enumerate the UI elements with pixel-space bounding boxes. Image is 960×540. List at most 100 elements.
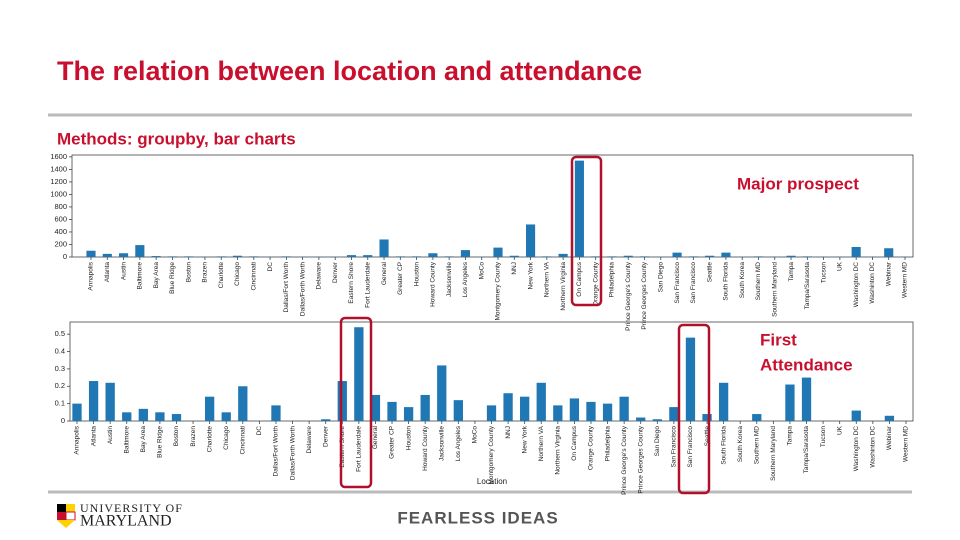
x-tick-label: UK: [836, 425, 843, 435]
x-tick-label: New York: [527, 261, 534, 289]
x-tick-label: Fort Lauderdale: [356, 426, 363, 472]
x-tick-label: South Korea: [737, 426, 744, 463]
x-tick-label: Prince George's County: [625, 261, 632, 331]
x-tick-label: Orange County: [588, 425, 595, 470]
annotation: Attendance: [760, 355, 853, 374]
logo-text: UNIVERSITY OF: [80, 501, 183, 515]
x-tick-label: San Francisco: [674, 262, 681, 304]
bar: [135, 245, 145, 257]
x-tick-label: Houston: [405, 426, 412, 451]
x-tick-label: General: [372, 425, 379, 449]
x-tick-label: DC: [267, 262, 274, 272]
x-tick-label: NNJ: [505, 426, 512, 439]
bar: [102, 253, 112, 257]
bar: [155, 412, 165, 421]
x-tick-label: Howard County: [430, 261, 437, 307]
x-tick-label: Boston: [185, 262, 192, 283]
x-tick-label: Boston: [173, 426, 180, 447]
y-tick-label: 0.5: [55, 329, 65, 338]
x-tick-label: Howard County: [422, 425, 429, 471]
y-tick-label: 0: [61, 416, 65, 425]
bar: [520, 396, 530, 421]
x-tick-label: Tampa/Sarasota: [804, 262, 811, 310]
highlight-box: [570, 155, 603, 307]
x-tick-label: Philadelphia: [604, 426, 611, 462]
y-tick-label: 0.2: [55, 381, 65, 390]
bar: [851, 246, 861, 257]
x-tick-label: Tampa: [787, 426, 794, 446]
x-tick-label: DC: [256, 426, 263, 436]
x-tick-label: Tucson: [820, 262, 827, 283]
annotation: Major prospect: [737, 174, 859, 193]
bar: [558, 253, 568, 257]
bar: [119, 253, 129, 257]
bar: [553, 405, 563, 421]
bar: [105, 382, 115, 421]
x-tick-label: Cincinnati: [240, 426, 247, 455]
bar: [216, 256, 226, 257]
bar: [884, 248, 894, 257]
x-tick-label: Brazen: [190, 426, 197, 447]
bar: [460, 250, 470, 257]
x-tick-label: Los Angeles: [455, 425, 462, 461]
x-tick-label: Northern Virginia: [555, 426, 562, 475]
x-tick-label: Prince Georges County: [641, 261, 648, 329]
bar: [607, 256, 617, 257]
x-tick-label: Bay Area: [140, 426, 147, 453]
x-tick-label: MoCo: [478, 262, 485, 280]
x-tick-label: Austin: [120, 262, 127, 280]
bar: [171, 414, 182, 421]
bar: [379, 239, 389, 257]
highlight-box: [677, 323, 711, 495]
bar: [639, 256, 650, 257]
x-tick-label: UK: [837, 261, 844, 271]
annotation: First: [760, 330, 797, 349]
bar: [420, 394, 430, 421]
x-tick-label: Dallas/Forth Worth: [299, 262, 306, 316]
bar: [86, 250, 96, 257]
x-tick-label: MoCo: [472, 426, 479, 444]
tagline: FEARLESS IDEAS: [397, 508, 558, 527]
x-tick-label: Dallas/Fort Worth: [273, 426, 280, 477]
bar: [184, 256, 194, 257]
bar: [623, 255, 633, 257]
x-tick-label: Jacksonville: [438, 426, 445, 461]
x-tick-label: Orange County: [592, 261, 599, 306]
x-tick-label: Eastern Shore: [339, 426, 346, 468]
x-tick-label: Jacksonville: [446, 262, 453, 297]
bar: [569, 398, 580, 421]
bar: [752, 414, 762, 421]
x-tick-label: General: [381, 261, 388, 285]
x-tick-label: Greater CP: [389, 426, 396, 459]
bar: [403, 407, 414, 421]
bar: [221, 412, 231, 421]
bar: [363, 255, 373, 257]
x-tick-label: Baltimore: [123, 426, 130, 454]
y-tick-label: 1400: [50, 164, 67, 173]
x-tick-label: Baltimore: [137, 262, 144, 290]
x-tick-label: Southern MD: [755, 262, 762, 301]
y-tick-label: 0.1: [55, 399, 65, 408]
x-tick-label: Southern MD: [753, 426, 760, 465]
bar: [437, 365, 447, 421]
x-tick-label: Atlanta: [90, 426, 97, 447]
bar: [151, 256, 161, 257]
x-tick-label: Tampa/Sarasota: [803, 426, 810, 474]
x-tick-label: Cincinnati: [251, 262, 258, 291]
x-tick-label: Dallas/Forth Worth: [289, 426, 296, 480]
bar: [509, 255, 519, 257]
x-tick-label: South Korea: [739, 262, 746, 299]
x-tick-label: Eastern Shore: [348, 262, 355, 304]
x-tick-label: South Florida: [720, 426, 727, 465]
bar: [574, 160, 584, 257]
x-tick-label: Chicago: [223, 426, 230, 450]
bar: [851, 410, 861, 421]
bar: [526, 224, 536, 257]
x-tick-label: Washington DC: [853, 426, 860, 472]
bar: [705, 255, 715, 257]
x-tick-label: Prince George's County: [621, 425, 628, 495]
x-tick-label: Washinton DC: [869, 262, 876, 304]
bar: [669, 407, 679, 421]
bar: [652, 419, 662, 421]
